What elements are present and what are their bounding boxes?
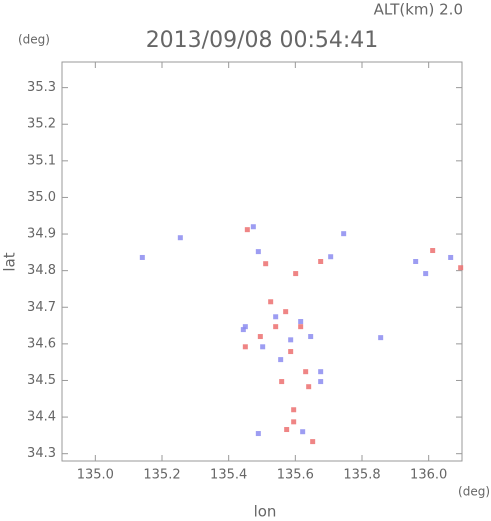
radar-point [458, 265, 464, 271]
radar-point [284, 427, 290, 433]
radar-point [298, 319, 304, 325]
altitude-label: ALT(km) 2.0 [374, 1, 463, 19]
radar-point [328, 254, 334, 260]
radar-point [288, 337, 294, 343]
chart-title: 2013/09/08 00:54:41 [146, 28, 379, 53]
radar-point [260, 344, 266, 350]
radar-point [279, 379, 285, 385]
y-tick-label: 34.3 [27, 446, 56, 461]
x-tick-label: 135.0 [77, 468, 114, 483]
radar-point [303, 369, 309, 375]
radar-point [263, 261, 269, 267]
y-tick-label: 35.2 [27, 117, 56, 132]
y-tick-label: 34.4 [27, 410, 56, 425]
x-tick-label: 135.4 [210, 468, 247, 483]
radar-point [291, 419, 297, 425]
radar-point [257, 334, 263, 340]
radar-point [318, 259, 324, 264]
radar-point [300, 429, 306, 435]
radar-point [139, 254, 145, 260]
radar-point [318, 379, 324, 385]
radar-point [242, 324, 248, 330]
y-axis-label: lat [1, 252, 19, 271]
x-axis-label: lon [254, 503, 277, 521]
radar-point [273, 324, 279, 330]
y-tick-label: 34.5 [27, 373, 56, 388]
y-tick-label: 35.3 [27, 80, 56, 95]
y-unit: (deg) [18, 33, 50, 47]
radar-point [283, 309, 289, 315]
radar-point [293, 271, 299, 277]
radar-point [240, 327, 246, 333]
radar-point [278, 357, 284, 363]
y-tick-label: 35.1 [27, 153, 56, 168]
x-unit: (deg) [458, 485, 490, 499]
radar-point [273, 314, 279, 320]
radar-point [318, 369, 324, 375]
radar-point [288, 349, 294, 355]
radar-point [308, 334, 314, 340]
y-tick-label: 34.8 [27, 263, 56, 278]
radar-point [413, 259, 419, 264]
x-tick-label: 136.0 [410, 468, 447, 483]
radar-point [306, 384, 312, 390]
y-tick-label: 35.0 [27, 190, 56, 205]
radar-point [255, 431, 261, 437]
x-tick-label: 135.8 [343, 468, 380, 483]
plot-frame [61, 61, 463, 462]
radar-point [423, 271, 429, 277]
radar-point [177, 235, 183, 241]
radar-point [242, 344, 248, 350]
radar-point [244, 227, 250, 233]
y-tick-label: 34.6 [27, 336, 56, 351]
radar-point [448, 254, 454, 260]
radar-point [341, 231, 347, 237]
radar-point [430, 248, 436, 254]
y-tick-label: 34.9 [27, 227, 56, 242]
radar-point [255, 249, 261, 255]
x-tick-label: 135.2 [143, 468, 180, 483]
radar-point [310, 439, 316, 445]
radar-point [298, 324, 304, 330]
radar-point [378, 335, 384, 341]
radar-point [250, 224, 256, 230]
y-tick-label: 34.7 [27, 300, 56, 315]
radar-point [291, 407, 297, 413]
radar-point [268, 299, 274, 305]
x-tick-label: 135.6 [277, 468, 314, 483]
